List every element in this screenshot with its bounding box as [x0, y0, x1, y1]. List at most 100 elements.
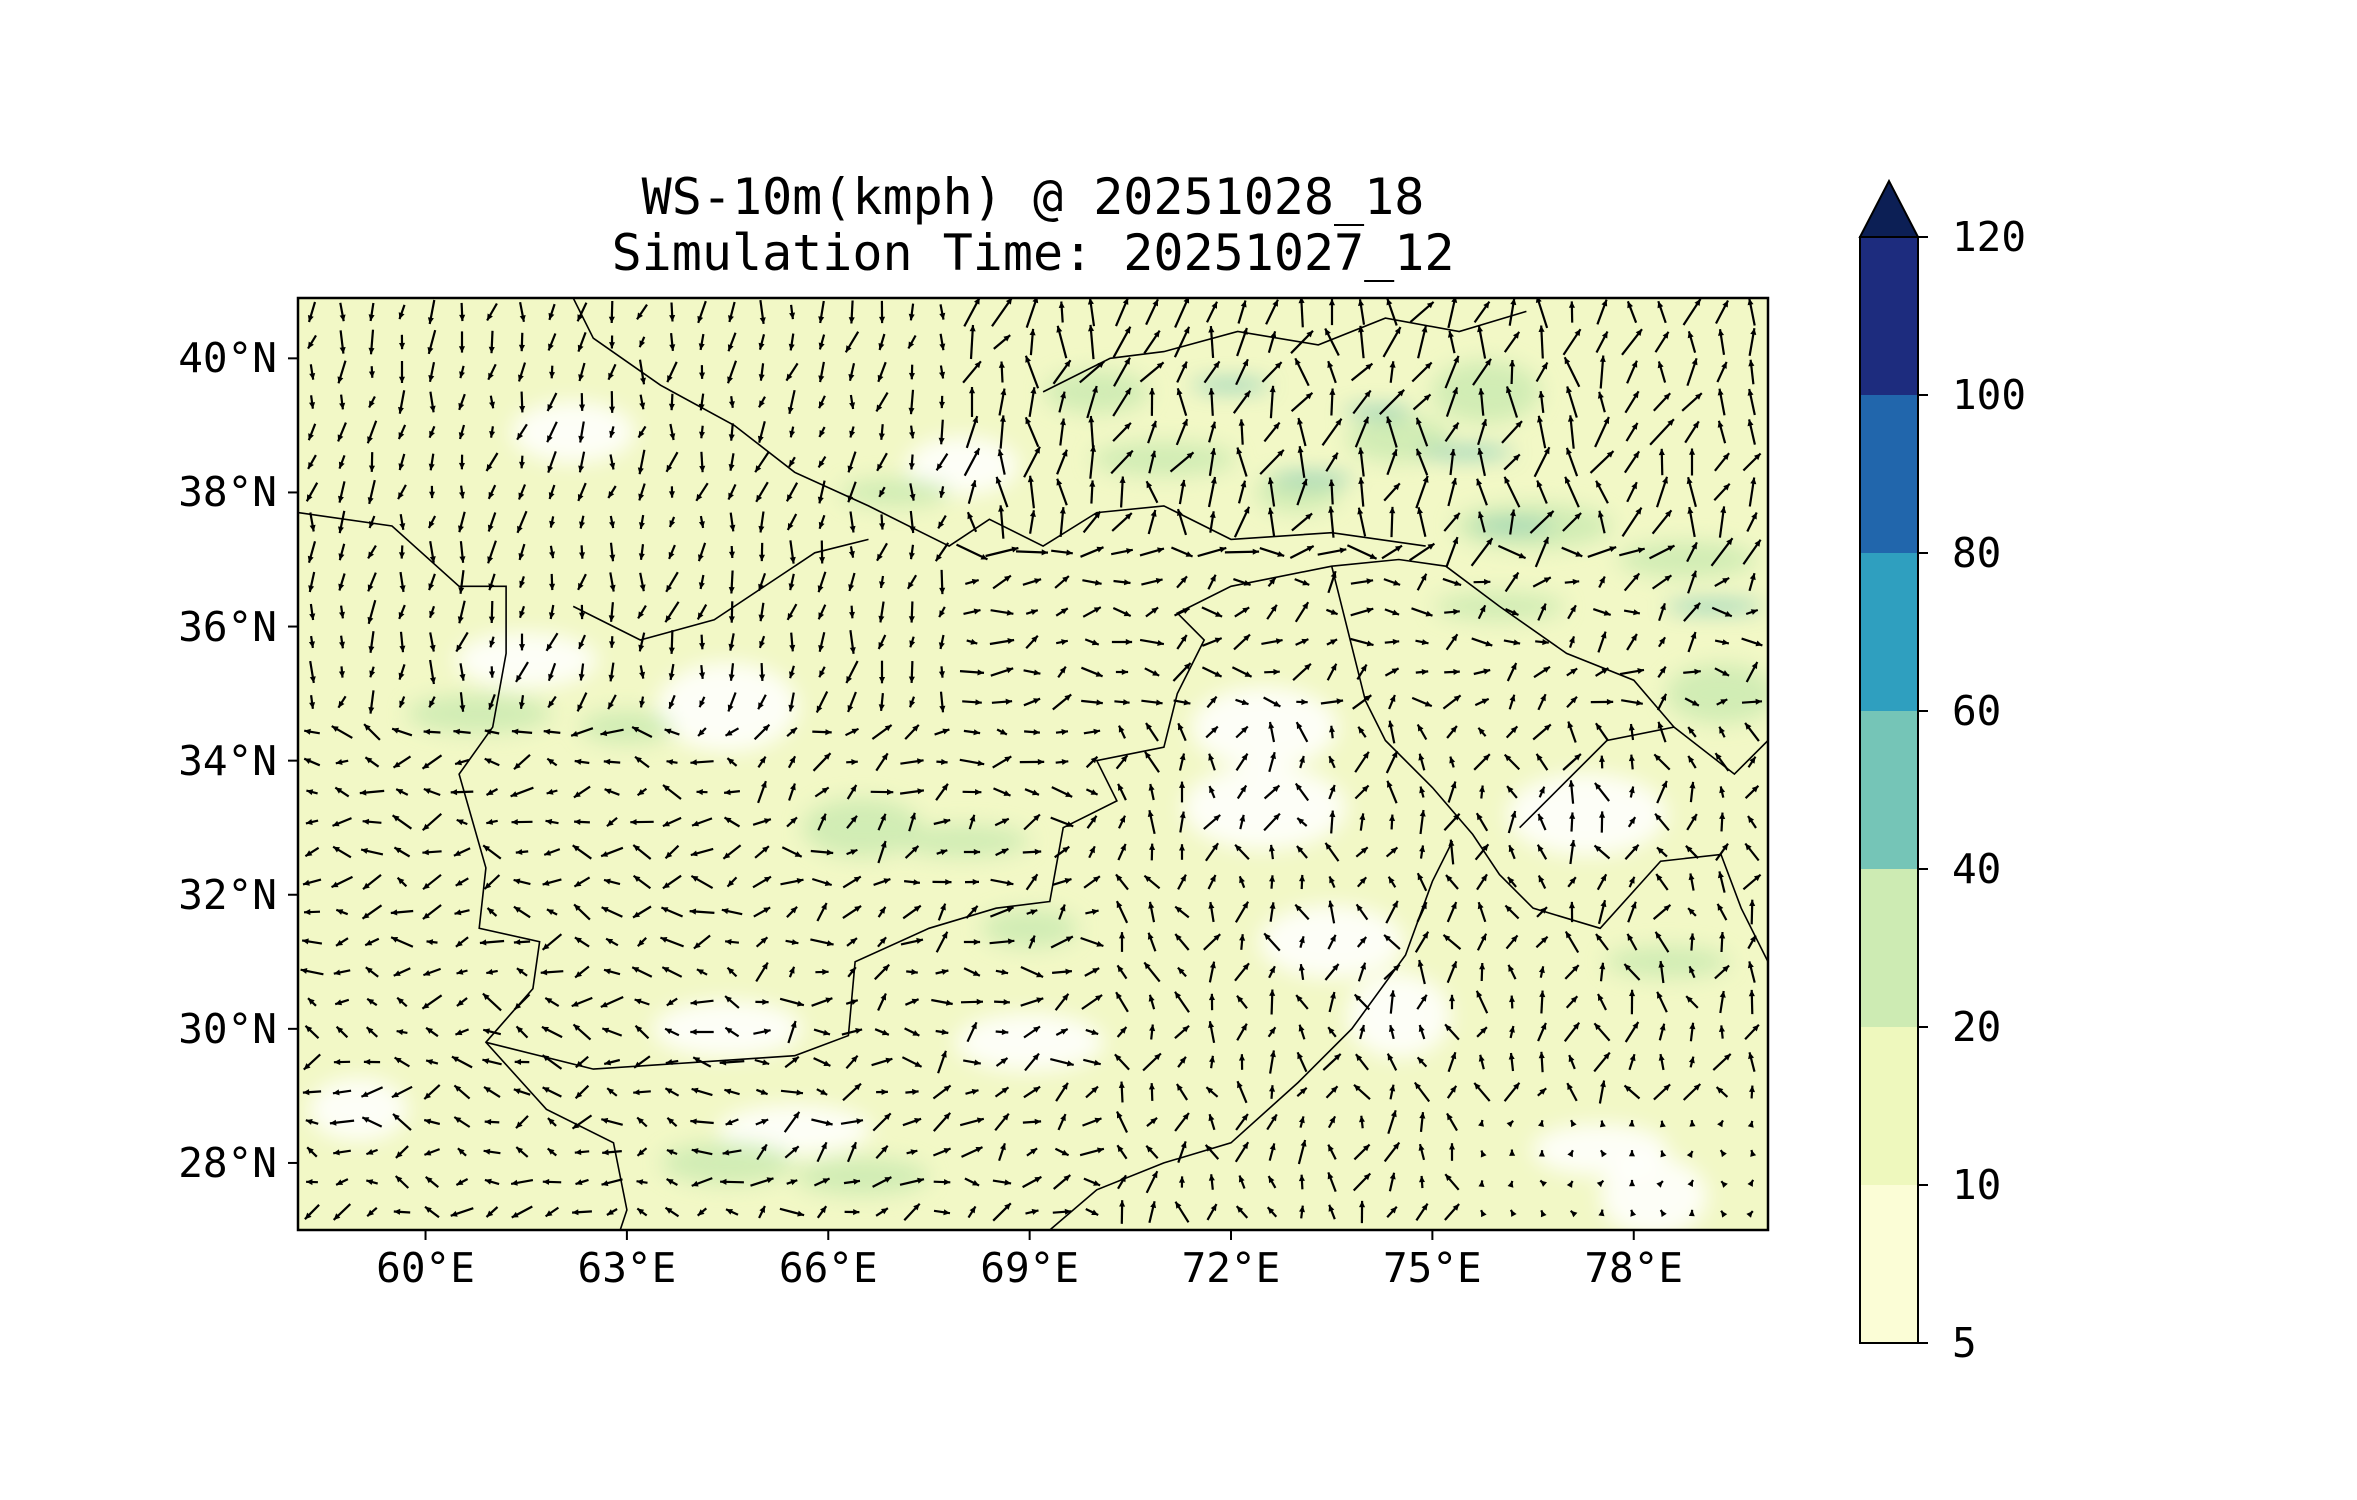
wind-arrow	[842, 1082, 862, 1102]
wind-arrow	[391, 727, 413, 737]
wind-arrow	[307, 997, 317, 1007]
wind-arrow	[818, 334, 826, 350]
wind-arrow	[1057, 665, 1067, 679]
wind-arrow	[1688, 1209, 1695, 1217]
wind-arrow	[1444, 421, 1460, 443]
wind-arrow	[459, 365, 465, 379]
wind-arrow	[1172, 662, 1192, 682]
map-area[interactable]	[298, 296, 1776, 1236]
wind-arrow	[966, 638, 978, 645]
wind-arrow	[1085, 1085, 1099, 1099]
wind-arrow	[1114, 1053, 1130, 1071]
wind-arrow	[1088, 845, 1096, 859]
wind-arrow	[1660, 1150, 1667, 1158]
wind-arrow	[846, 784, 858, 800]
wind-arrow	[1119, 476, 1126, 508]
wind-arrow	[459, 541, 466, 563]
wind-arrow	[1532, 576, 1552, 588]
wind-arrow	[1268, 965, 1276, 979]
wind-vector-field	[300, 298, 1763, 1224]
wind-arrow	[995, 847, 1009, 857]
wind-arrow	[1384, 667, 1400, 677]
wind-arrow	[1237, 480, 1247, 504]
wind-arrow	[938, 666, 945, 678]
wind-arrow	[1653, 753, 1671, 771]
wind-arrow	[1655, 476, 1669, 508]
wind-arrow	[513, 1088, 531, 1096]
wind-arrow	[486, 818, 498, 825]
wind-arrow	[547, 451, 557, 473]
wind-arrow	[991, 298, 1013, 327]
wind-arrow	[457, 600, 466, 624]
wind-arrow	[690, 759, 714, 766]
wind-arrow	[1689, 933, 1696, 951]
wind-arrow	[489, 395, 495, 409]
wind-arrow	[1447, 781, 1457, 803]
colorbar-tick-label: 40	[1952, 845, 2002, 893]
wind-arrow	[309, 395, 316, 409]
wind-arrow	[1020, 965, 1044, 979]
wind-arrow	[664, 728, 680, 736]
wind-arrow	[1320, 698, 1344, 705]
wind-arrow	[1747, 419, 1756, 445]
wind-arrow	[932, 1112, 952, 1132]
wind-arrow	[393, 846, 411, 858]
wind-arrow	[338, 666, 345, 678]
wind-arrow	[1357, 507, 1367, 537]
wind-arrow	[458, 331, 465, 353]
wind-arrow	[1567, 721, 1577, 743]
wind-arrow	[1744, 785, 1760, 799]
calm-patch	[1506, 773, 1667, 856]
wind-arrow	[1446, 1085, 1458, 1099]
wind-arrow	[600, 846, 624, 858]
wind-arrow	[1207, 476, 1217, 508]
wind-arrow	[1052, 359, 1072, 385]
wind-arrow	[1327, 934, 1337, 950]
wind-arrow	[399, 514, 406, 530]
wind-arrow	[1147, 509, 1157, 535]
wind-arrow	[849, 630, 856, 654]
wind-arrow	[335, 759, 349, 765]
wind-arrow	[1748, 989, 1755, 1015]
wind-arrow	[1477, 727, 1487, 737]
wind-arrow	[1028, 935, 1036, 949]
wind-arrow	[487, 484, 497, 500]
wind-arrow	[488, 694, 496, 710]
colorbar-segment	[1860, 711, 1918, 869]
wind-arrow	[877, 936, 887, 948]
wind-arrow	[726, 966, 738, 978]
wind-arrow	[1719, 812, 1726, 832]
wind-arrow	[1383, 963, 1401, 981]
wind-arrow	[908, 389, 915, 415]
wind-arrow	[811, 997, 833, 1007]
wind-arrow	[903, 879, 921, 886]
wind-arrow	[1208, 1174, 1215, 1190]
wind-arrow	[1750, 1149, 1757, 1157]
wind-arrow	[575, 1178, 589, 1186]
wind-arrow	[546, 421, 558, 443]
wind-arrow	[1443, 812, 1461, 832]
wind-arrow	[1080, 936, 1104, 948]
wind-arrow	[1112, 387, 1132, 417]
wind-arrow	[1415, 1202, 1429, 1222]
wind-arrow	[1504, 904, 1520, 920]
wind-arrow	[1444, 1023, 1460, 1041]
wind-arrow	[1267, 330, 1277, 354]
calm-patch	[955, 1013, 1104, 1072]
wind-arrow	[1025, 873, 1039, 891]
wind-arrow	[1383, 934, 1401, 950]
wind-arrow	[450, 789, 474, 796]
wind-arrow	[1748, 1052, 1756, 1072]
wind-arrow	[1327, 570, 1337, 594]
wind-arrow	[1235, 358, 1249, 386]
wind-arrow	[601, 906, 623, 918]
wind-arrow	[1328, 784, 1336, 800]
wind-arrow	[1416, 872, 1428, 892]
wind-arrow	[513, 939, 531, 946]
wind-arrow	[963, 447, 981, 477]
wind-arrow	[1445, 633, 1459, 651]
wind-arrow	[1564, 964, 1580, 980]
wind-arrow	[1294, 357, 1310, 387]
wind-arrow	[1358, 325, 1365, 359]
wind-arrow	[1656, 991, 1668, 1013]
